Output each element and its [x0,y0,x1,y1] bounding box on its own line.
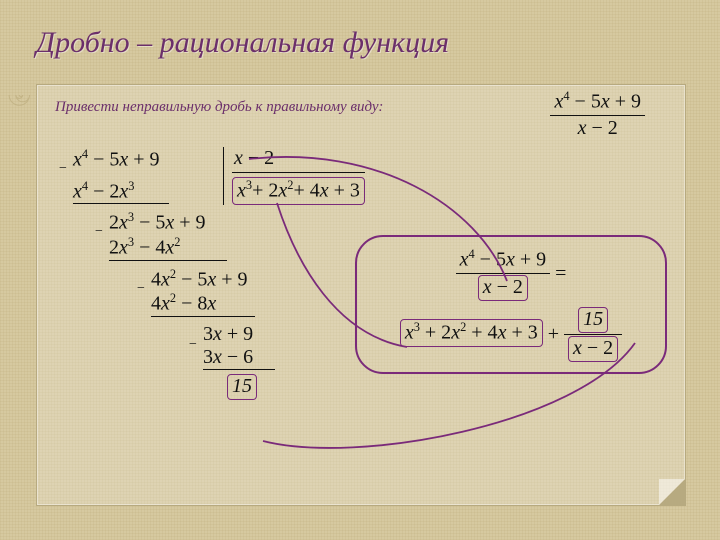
divisor: x − 2 [232,147,365,173]
remainder: 15 [61,374,365,400]
result-poly: x3 + 2x2 + 4x + 3 [400,319,543,347]
long-division: − x4 − 5x + 9 x − 2 x3+ 2x2+ 4x + 3 x4 −… [61,147,365,400]
subtitle: Привести неправильную дробь к правильном… [55,99,383,116]
slide-title: Дробно – рациональная функция [36,26,449,60]
decorative-spiral [4,78,38,112]
page-curl [659,479,685,505]
problem-fraction: x4 − 5x + 9 x − 2 [550,89,645,140]
content-panel: Привести неправильную дробь к правильном… [36,84,686,506]
result-equation: x4 − 5x + 9 x − 2 = x3 + 2x2 + 4x + 3 + … [355,235,667,374]
result-frac-num: 15 [578,307,608,333]
quotient: x3+ 2x2+ 4x + 3 [232,173,365,205]
result-lhs-den: x − 2 [478,275,528,301]
